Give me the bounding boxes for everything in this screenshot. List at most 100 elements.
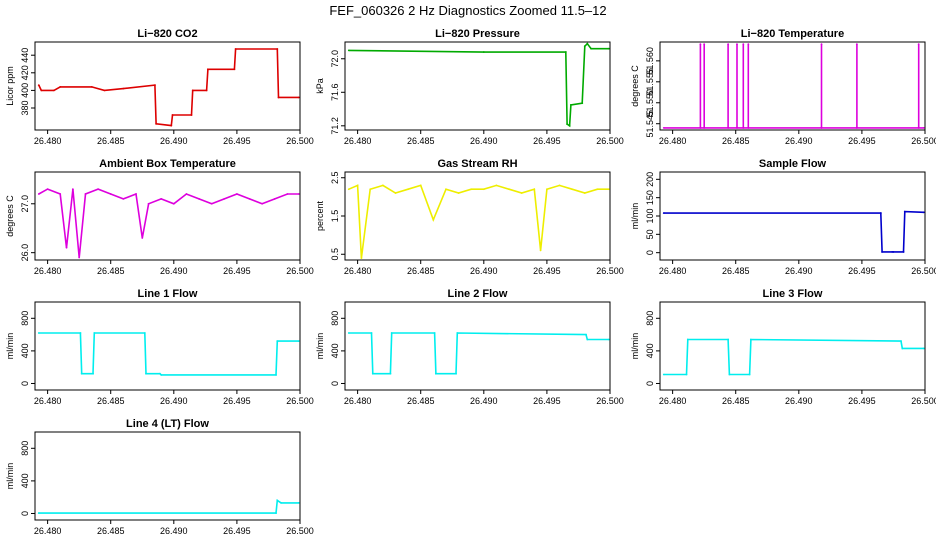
panel-5-ytick-label: 0.5	[330, 248, 340, 261]
panel-4-data-point	[198, 197, 200, 200]
panel-4-data-point	[84, 193, 87, 195]
panel-6-data-point	[903, 210, 906, 213]
panel-4-ylabel: degrees C	[5, 195, 15, 237]
panel-5-data-point	[347, 188, 350, 191]
panel-5-xtick-label: 26.485	[407, 266, 435, 276]
panel-3-data-point	[855, 127, 858, 129]
panel-6-ytick-label: 0	[645, 250, 655, 255]
panel-6-data-point	[891, 251, 894, 253]
panel-5-data-point	[520, 192, 523, 194]
panel-10-xtick-label: 26.485	[97, 526, 125, 536]
panel-1-data-point	[297, 96, 300, 99]
panel-3-xtick-label: 26.480	[659, 136, 687, 146]
panel-6-series-line	[663, 210, 924, 253]
panel-1-xtick-label: 26.480	[34, 136, 62, 146]
panel-4-xtick-label: 26.485	[97, 266, 125, 276]
panel-1-data-point	[59, 85, 62, 88]
panel-4-data-point	[135, 193, 137, 195]
panel-3-frame	[659, 41, 926, 131]
panel-3-data-point	[699, 43, 702, 45]
panel-6-ytick-label: 50	[645, 229, 655, 239]
panel-3-xtick-label: 26.485	[722, 136, 750, 146]
panel-7-ytick-label: 0	[20, 381, 30, 386]
panel-1-ytick-label: 400	[20, 83, 30, 98]
panel-2-ytick-label: 72.0	[330, 50, 340, 68]
panel-10-title: Line 4 (LT) Flow	[126, 418, 209, 430]
panel-5-data-point	[583, 192, 586, 194]
panel-9-data-point	[728, 373, 731, 376]
panel-4-data-point	[160, 197, 163, 200]
panel-4-data-point	[65, 246, 68, 249]
panel-1-title: Li−820 CO2	[137, 28, 197, 40]
panel-6-data-point	[662, 212, 665, 214]
panel-1-data-point	[206, 68, 209, 71]
panel-10-data-point	[37, 512, 40, 514]
panel-4-data-point	[37, 193, 40, 195]
panel-8-data-point	[586, 338, 589, 341]
panel-2-data-point	[482, 51, 485, 53]
panel-2-xtick-label: 26.500	[596, 136, 624, 146]
panel-3-data-point	[922, 127, 925, 129]
panel-1-xtick-label: 26.495	[223, 136, 251, 146]
panel-1-xtick-label: 26.485	[97, 136, 125, 146]
panel-2-xtick-label: 26.490	[470, 136, 498, 146]
panel-9-title: Line 3 Flow	[763, 288, 823, 300]
panel-3-ylabel: degrees C	[630, 65, 640, 107]
panel-5-data-point	[407, 188, 409, 191]
panel-7-ytick-label: 800	[20, 311, 30, 326]
panel-3-data-point	[820, 127, 823, 129]
panel-8-data-point	[389, 372, 392, 375]
panel-10-ylabel: ml/min	[5, 463, 15, 490]
panel-7-xtick-label: 26.480	[34, 396, 62, 406]
panel-8-data-point	[434, 372, 437, 375]
panel-6-xtick-label: 26.495	[848, 266, 876, 276]
panel-9-data-point	[662, 373, 665, 376]
panel-10-xtick-label: 26.490	[160, 526, 188, 536]
panel-1-data-point	[153, 84, 156, 87]
panel-5-data-point	[539, 249, 542, 252]
panel-3-data-point	[736, 127, 738, 129]
panel-4-data-point	[97, 188, 99, 191]
panel-2-ytick-label: 71.6	[330, 84, 340, 102]
panel-10-xtick-label: 26.480	[34, 526, 62, 536]
panel-2-xtick-label: 26.485	[407, 136, 435, 146]
panel-2-xtick-label: 26.480	[344, 136, 372, 146]
panel-4-data-point	[141, 237, 144, 239]
panel-7-frame	[34, 301, 301, 391]
panel-1-ytick-label: 440	[20, 48, 30, 63]
panel-7-data-point	[92, 372, 94, 375]
panel-3-data-point	[855, 43, 858, 45]
panel-1-series-line	[38, 48, 299, 127]
panel-8-data-point	[607, 338, 610, 341]
panel-2-series-line	[348, 42, 609, 128]
panel-5-title: Gas Stream RH	[437, 158, 517, 170]
panel-1-data-point	[276, 48, 279, 50]
panel-10-xtick-label: 26.500	[286, 526, 314, 536]
panel-9-data-point	[901, 347, 904, 350]
panel-5-series-line	[348, 184, 609, 259]
panel-5-data-point	[445, 188, 447, 191]
panel-1-data-point	[155, 122, 158, 125]
panel-4-xtick-label: 26.490	[160, 266, 188, 276]
panel-8-data-point	[347, 332, 350, 334]
panel-3-data-point	[703, 43, 706, 45]
panel-7-data-point	[37, 332, 40, 334]
panel-8-data-point	[370, 332, 373, 334]
panel-3-xtick-label: 26.495	[848, 136, 876, 146]
panel-1-data-point	[205, 89, 208, 92]
panel-2-data-point	[590, 47, 592, 50]
panel-3-data-point	[917, 43, 920, 45]
panel-6-data-point	[879, 212, 882, 214]
panel-7-data-point	[143, 332, 146, 334]
panel-10-series-line	[38, 499, 299, 514]
panel-1-ytick-label: 420	[20, 65, 30, 80]
panel-4-data-point	[46, 188, 49, 191]
panel-2-xtick-label: 26.495	[533, 136, 561, 146]
panel-4-data-point	[59, 193, 62, 195]
panel-4-data-point	[109, 193, 112, 195]
panel-9-xtick-label: 26.480	[659, 396, 687, 406]
panel-4-title: Ambient Box Temperature	[99, 158, 236, 170]
panel-6-xtick-label: 26.490	[785, 266, 813, 276]
panel-4-data-point	[236, 193, 238, 195]
panel-6-ylabel: ml/min	[630, 203, 640, 230]
